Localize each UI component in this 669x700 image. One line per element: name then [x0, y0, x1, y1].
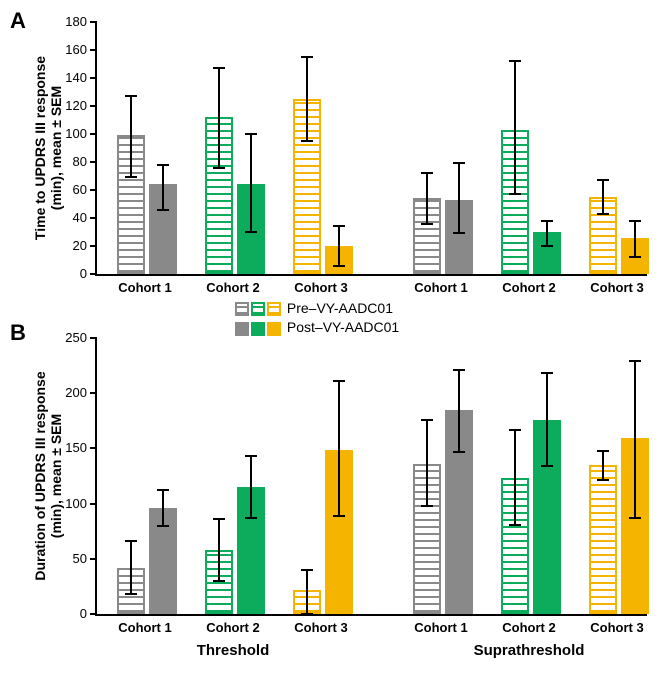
y-tick-label: 120 — [55, 98, 87, 113]
group-label: Threshold — [115, 642, 351, 659]
y-tick-label: 140 — [55, 70, 87, 85]
legend-row-post: Post–VY-AADC01 — [235, 319, 595, 335]
y-tick-label: 100 — [55, 126, 87, 141]
y-tick-label: 0 — [55, 266, 87, 281]
legend-row-pre: Pre–VY-AADC01 — [235, 300, 595, 316]
cohort-label: Cohort 2 — [197, 620, 269, 635]
y-tick-label: 100 — [55, 496, 87, 511]
cohort-label: Cohort 3 — [581, 620, 653, 635]
cohort-label: Cohort 3 — [285, 280, 357, 295]
cohort-label: Cohort 1 — [109, 620, 181, 635]
y-axis-title-b: Duration of UPDRS III response(min), mea… — [32, 338, 64, 614]
legend-label-pre: Pre–VY-AADC01 — [287, 300, 393, 316]
group-label: Suprathreshold — [411, 642, 647, 659]
cohort-label: Cohort 1 — [109, 280, 181, 295]
y-tick-label: 20 — [55, 238, 87, 253]
cohort-label: Cohort 2 — [197, 280, 269, 295]
y-tick-label: 80 — [55, 154, 87, 169]
legend: Pre–VY-AADC01 Post–VY-AADC01 — [235, 300, 595, 336]
y-tick-label: 40 — [55, 210, 87, 225]
cohort-label: Cohort 2 — [493, 620, 565, 635]
cohort-label: Cohort 3 — [581, 280, 653, 295]
plot-area-a — [95, 22, 647, 276]
cohort-label: Cohort 3 — [285, 620, 357, 635]
cohort-label: Cohort 2 — [493, 280, 565, 295]
y-tick-label: 150 — [55, 440, 87, 455]
plot-area-b — [95, 338, 647, 616]
bar-pre — [589, 465, 617, 614]
y-tick-label: 200 — [55, 385, 87, 400]
panel-label-a: A — [10, 8, 26, 34]
panel-label-b: B — [10, 320, 26, 346]
cohort-label: Cohort 1 — [405, 280, 477, 295]
y-axis-title-a: Time to UPDRS III response(min), mean ± … — [32, 22, 64, 274]
cohort-label: Cohort 1 — [405, 620, 477, 635]
y-tick-label: 0 — [55, 606, 87, 621]
y-tick-label: 50 — [55, 551, 87, 566]
y-tick-label: 60 — [55, 182, 87, 197]
figure: ATime to UPDRS III response(min), mean ±… — [0, 0, 669, 700]
y-tick-label: 180 — [55, 14, 87, 29]
legend-label-post: Post–VY-AADC01 — [287, 319, 399, 335]
y-tick-label: 250 — [55, 330, 87, 345]
y-tick-label: 160 — [55, 42, 87, 57]
